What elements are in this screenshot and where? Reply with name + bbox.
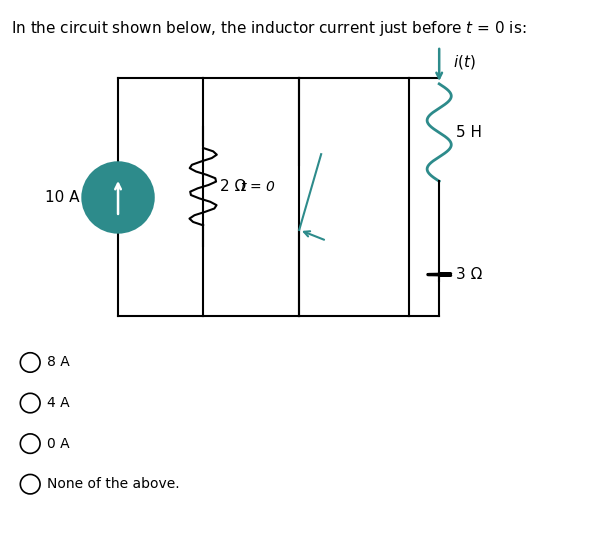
Text: 0 A: 0 A [47,437,70,451]
Text: 5 H: 5 H [456,125,482,140]
Text: 10 A: 10 A [45,190,80,205]
Text: 2 Ω: 2 Ω [220,179,246,194]
Text: 3 Ω: 3 Ω [456,267,482,282]
Text: $i(t)$: $i(t)$ [453,53,476,71]
Text: In the circuit shown below, the inductor current just before $t$ = 0 is:: In the circuit shown below, the inductor… [11,19,526,38]
Circle shape [82,162,154,233]
Text: 8 A: 8 A [47,355,70,370]
Text: None of the above.: None of the above. [47,477,179,491]
Text: 4 A: 4 A [47,396,70,410]
Text: $t$ = 0: $t$ = 0 [240,180,276,194]
